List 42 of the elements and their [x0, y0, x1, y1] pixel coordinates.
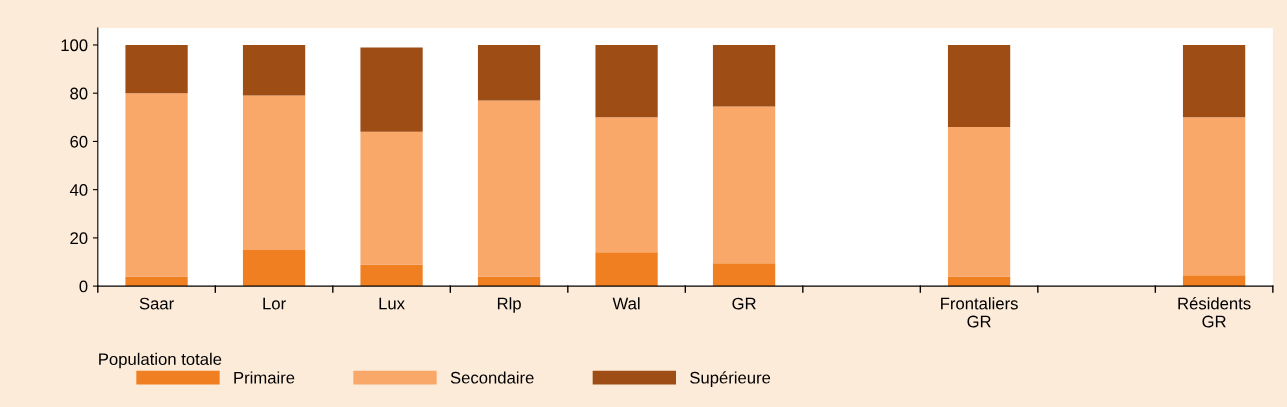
y-tick-label: 80: [70, 87, 88, 100]
bar: [1182, 117, 1246, 276]
legend-label: Secondaire: [450, 371, 534, 384]
legend-label: Supérieure: [690, 371, 771, 387]
bar: [712, 44, 776, 107]
x-tick-label: Résidents GR: [1178, 297, 1251, 328]
y-tick-label: 40: [69, 184, 88, 196]
bar: [712, 263, 776, 287]
bar: [360, 47, 423, 132]
bar: [1182, 44, 1246, 118]
bar: [947, 126, 1011, 277]
bar: [595, 252, 658, 287]
bar: [477, 276, 541, 287]
bar: [125, 276, 188, 287]
bar: [242, 249, 306, 287]
bar: [242, 95, 306, 250]
x-tick-label: Lor: [263, 297, 286, 310]
x-tick-label: Saar: [139, 297, 174, 310]
x-tick-label: Frontaliers GR: [941, 297, 1018, 328]
bar: [125, 93, 188, 277]
x-tick-label: Lux: [379, 297, 405, 310]
text: Population totale: [99, 352, 222, 369]
bar: [360, 131, 423, 265]
bar: [947, 44, 1011, 127]
bar: [947, 276, 1011, 287]
bar: [595, 44, 658, 118]
y-tick-label: 100: [61, 39, 88, 52]
bar: [1182, 275, 1246, 287]
bar: [242, 44, 306, 96]
y-tick-label: 20: [70, 232, 88, 245]
x-tick-label: Rlp: [497, 297, 521, 313]
bar: [477, 100, 541, 277]
y-tick-label: 60: [70, 135, 88, 148]
bar: [712, 106, 776, 264]
bar: [595, 117, 658, 253]
bar: [125, 44, 188, 94]
legend-label: Primaire: [234, 371, 295, 384]
bar: [477, 44, 541, 101]
bar: [360, 264, 423, 287]
y-tick-label: 0: [79, 280, 88, 293]
x-tick-label: Wal: [612, 297, 640, 310]
x-tick-label: GR: [732, 297, 756, 310]
